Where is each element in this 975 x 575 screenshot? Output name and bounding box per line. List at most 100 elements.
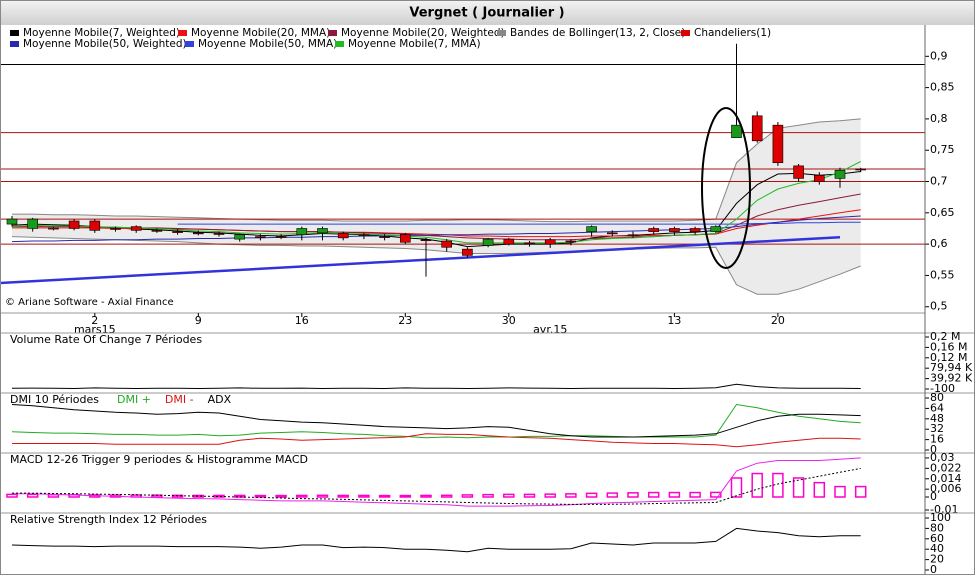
histogram-bar	[730, 477, 743, 498]
y-tick-label: 32	[930, 422, 944, 435]
y-tick-label: 0,12 M	[930, 351, 967, 364]
y-tick-label: 79,94 K	[930, 361, 973, 374]
candle-body	[834, 169, 846, 179]
histogram-bar	[813, 481, 826, 498]
histogram-bar	[544, 493, 556, 498]
histogram-bar	[854, 485, 867, 498]
legend-swatch	[497, 30, 506, 36]
panel-title: Relative Strength Index 12 Périodes	[10, 513, 207, 526]
y-tick-label: -100	[930, 382, 955, 395]
y-tick-label: 0,014	[930, 472, 962, 485]
x-tick-label: 16	[295, 314, 309, 327]
legend-swatch	[328, 30, 337, 36]
candle-body	[213, 233, 225, 235]
y-tick-label: 39,92 K	[930, 372, 973, 385]
candle-body	[151, 230, 163, 232]
legend-label: Bandes de Bollinger(13, 2, Close)	[510, 27, 685, 39]
histogram-bar	[606, 492, 619, 498]
x-tick-label: 20	[771, 314, 785, 327]
indicator-line	[11, 403, 861, 439]
month-label: avr.15	[533, 323, 567, 336]
bollinger-line	[11, 236, 861, 295]
y-tick-label: 0,6	[930, 237, 948, 250]
panel-title: MACD 12-26 Trigger 9 periodes & Histogra…	[10, 453, 308, 466]
indicator-line	[11, 383, 861, 390]
candle-body	[544, 239, 556, 245]
legend-swatch	[178, 30, 187, 36]
y-tick-label: 0,85	[930, 81, 955, 94]
candle-body	[813, 174, 825, 182]
y-tick-label: 100	[930, 511, 951, 524]
histogram-bar	[792, 477, 805, 498]
histogram-bar	[420, 494, 432, 498]
trendline	[0, 235, 841, 285]
histogram-bar	[834, 485, 846, 498]
y-tick-label: 0,9	[930, 49, 948, 62]
candle-body	[669, 228, 680, 232]
y-tick-label: 16	[930, 433, 944, 446]
candle-body	[130, 226, 142, 231]
indicator-line	[11, 527, 861, 553]
histogram-bar	[440, 494, 453, 498]
candle-body	[731, 124, 742, 138]
x-tick-label: 30	[502, 314, 516, 327]
y-tick-label: 0,75	[930, 143, 955, 156]
indicator-line	[11, 467, 861, 505]
header-bar	[0, 0, 975, 25]
histogram-bar	[689, 491, 701, 498]
candle-body	[27, 218, 39, 229]
y-tick-label: 64	[930, 401, 944, 414]
histogram-bar	[503, 493, 515, 498]
candle-body	[751, 115, 763, 142]
y-tick-label: 0,65	[930, 206, 955, 219]
candle-body	[68, 220, 80, 229]
x-tick-label: 23	[398, 314, 412, 327]
candle-body	[337, 233, 349, 239]
candle-body	[606, 232, 618, 235]
y-tick-label: 60	[930, 532, 944, 545]
histogram-bar	[585, 492, 598, 498]
candle-body	[482, 238, 494, 246]
histogram-bar	[378, 494, 391, 498]
histogram-bar	[275, 494, 287, 498]
legend-label: Moyenne Mobile(7, Weighted)	[23, 27, 180, 39]
legend-label: DMI -	[165, 393, 194, 406]
candle-body	[586, 226, 597, 232]
histogram-bar	[710, 491, 722, 498]
legend-label: Moyenne Mobile(50, MMA)	[198, 38, 337, 50]
candle-body	[317, 228, 328, 234]
histogram-bar	[399, 494, 412, 498]
candle-body	[296, 228, 308, 236]
histogram-bar	[565, 493, 577, 498]
y-tick-label: 0,55	[930, 268, 955, 281]
histogram-bar	[772, 472, 784, 498]
candle-body	[710, 226, 722, 232]
histogram-bar	[461, 494, 474, 498]
histogram-bar	[358, 494, 370, 498]
candle-body	[855, 168, 867, 171]
histogram-bar	[296, 494, 308, 498]
y-tick-label: 0,7	[930, 175, 948, 188]
panel-title: Volume Rate Of Change 7 Périodes	[10, 333, 202, 346]
candle-body	[627, 234, 639, 237]
y-tick-label: 80	[930, 391, 944, 404]
histogram-bar	[316, 494, 329, 498]
candle-body	[234, 234, 245, 240]
indicator-line	[11, 404, 861, 438]
y-tick-label: 0	[930, 490, 937, 503]
histogram-bar	[254, 494, 267, 498]
highlight-ellipse	[701, 107, 751, 269]
histogram-bar	[213, 494, 225, 498]
legend-swatch	[10, 41, 19, 47]
candle-body	[255, 236, 266, 238]
candle-body	[275, 236, 287, 238]
x-axis-strip	[0, 312, 926, 334]
histogram-bar	[6, 493, 18, 498]
x-tick-label: 13	[667, 314, 681, 327]
candle-body	[193, 232, 204, 235]
candle-body	[379, 236, 390, 238]
x-tick-label: 2	[91, 314, 98, 327]
indicator-line	[12, 433, 861, 448]
